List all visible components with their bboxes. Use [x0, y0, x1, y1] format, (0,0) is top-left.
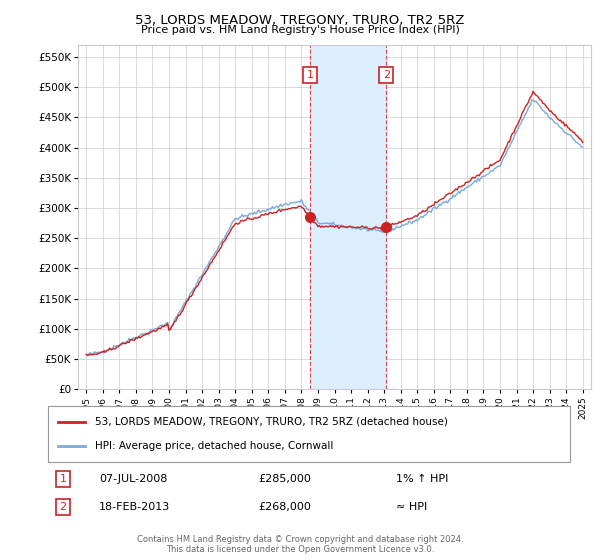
- Text: 53, LORDS MEADOW, TREGONY, TRURO, TR2 5RZ: 53, LORDS MEADOW, TREGONY, TRURO, TR2 5R…: [136, 14, 464, 27]
- Text: 1: 1: [307, 70, 314, 80]
- Text: £285,000: £285,000: [258, 474, 311, 484]
- Text: 18-FEB-2013: 18-FEB-2013: [99, 502, 170, 512]
- Text: Contains HM Land Registry data © Crown copyright and database right 2024.
This d: Contains HM Land Registry data © Crown c…: [137, 535, 463, 554]
- Text: 53, LORDS MEADOW, TREGONY, TRURO, TR2 5RZ (detached house): 53, LORDS MEADOW, TREGONY, TRURO, TR2 5R…: [95, 417, 448, 427]
- Text: 2: 2: [383, 70, 390, 80]
- Text: 1: 1: [59, 474, 67, 484]
- Text: 2: 2: [59, 502, 67, 512]
- Text: ≈ HPI: ≈ HPI: [396, 502, 427, 512]
- Text: £268,000: £268,000: [258, 502, 311, 512]
- Text: HPI: Average price, detached house, Cornwall: HPI: Average price, detached house, Corn…: [95, 441, 334, 451]
- Text: 07-JUL-2008: 07-JUL-2008: [99, 474, 167, 484]
- Bar: [310, 45, 386, 389]
- Text: 1% ↑ HPI: 1% ↑ HPI: [396, 474, 448, 484]
- Text: Price paid vs. HM Land Registry's House Price Index (HPI): Price paid vs. HM Land Registry's House …: [140, 25, 460, 35]
